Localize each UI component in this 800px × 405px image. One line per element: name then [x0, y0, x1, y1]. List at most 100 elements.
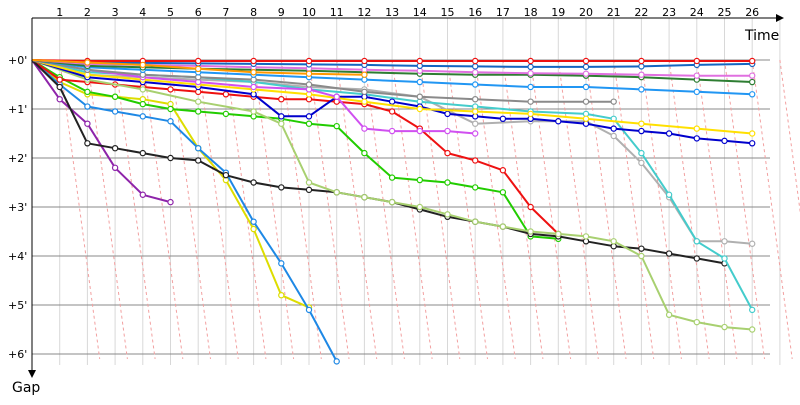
series-point [361, 88, 368, 96]
reference-line [391, 59, 433, 359]
series-point [610, 125, 617, 132]
series-point [167, 198, 174, 206]
reference-line [86, 59, 128, 359]
reference-line [197, 59, 239, 359]
series-point [665, 311, 673, 318]
series-point [582, 98, 590, 105]
series-point [361, 125, 368, 132]
series-point [278, 184, 285, 191]
reference-line [724, 59, 765, 359]
series-point [84, 120, 91, 127]
series-point [444, 110, 451, 118]
series-point [527, 110, 534, 118]
series-point [84, 103, 91, 110]
series-point [416, 105, 423, 113]
series-point [416, 57, 423, 65]
x-tick-label: 19 [551, 6, 565, 19]
series-point [638, 71, 645, 78]
series-point [167, 105, 174, 113]
series-point [721, 137, 728, 145]
reference-line [779, 59, 800, 214]
reference-line [308, 59, 350, 359]
series-point [278, 120, 285, 127]
series-point [139, 149, 146, 157]
series-point [139, 113, 146, 120]
series-point [250, 83, 257, 91]
series-point [472, 81, 479, 88]
series-line [31, 59, 753, 96]
x-tick-label: 14 [413, 6, 427, 19]
series-point [444, 179, 451, 186]
series-point [388, 174, 396, 181]
series-point [499, 223, 507, 230]
series-point [499, 189, 507, 196]
series-point [665, 130, 673, 137]
y-tick-label: +1' [8, 103, 27, 116]
series-point [167, 86, 174, 93]
axes: Time Gap 1 2 3 4 5 6 7 8 9 10 11 12 13 14 15 16 17 18 19 20… [8, 6, 784, 396]
series-line [31, 59, 614, 103]
series-point [555, 230, 562, 238]
x-tick-label: 15 [441, 6, 455, 19]
series-point [305, 81, 313, 88]
x-tick-label: 11 [330, 6, 344, 19]
series-point [472, 63, 479, 70]
series-point [693, 125, 701, 132]
series-point [721, 323, 728, 331]
x-tick-label: 23 [662, 6, 676, 19]
series-point [416, 203, 423, 211]
series-point [527, 57, 534, 65]
series-point [527, 63, 534, 71]
series-point [693, 72, 701, 79]
series-point [582, 63, 590, 71]
series-point [444, 149, 451, 157]
series-point [693, 135, 701, 142]
y-axis-label: Gap [12, 380, 40, 396]
series-point [416, 176, 423, 184]
x-tick-label: 4 [139, 6, 146, 19]
series-point [56, 83, 63, 91]
series-point [361, 193, 368, 201]
series-line-group [31, 59, 340, 365]
series-point [416, 78, 423, 86]
x-tick-label: 22 [634, 6, 648, 19]
series-point [111, 108, 119, 115]
series-point [472, 57, 479, 65]
reference-line [668, 59, 710, 359]
series-line [31, 59, 338, 362]
series-point [472, 184, 479, 191]
x-axis-arrow [776, 14, 784, 22]
series-point [749, 78, 756, 86]
series-point [111, 164, 119, 171]
y-tick-label: +6' [8, 348, 27, 361]
series-point [56, 95, 63, 103]
series-point [361, 57, 368, 65]
series-point [749, 72, 756, 79]
series-point [638, 63, 645, 70]
series-point [610, 238, 617, 245]
y-tick-label: +3' [8, 201, 27, 214]
series-point [194, 57, 202, 65]
series-point [278, 113, 285, 120]
reference-line [640, 59, 682, 359]
series-point [527, 203, 534, 211]
series-point [84, 140, 91, 147]
series-point [111, 93, 119, 100]
series-line-group [31, 57, 756, 65]
series-point [305, 113, 313, 120]
x-tick-label: 25 [718, 6, 732, 19]
series-point [582, 233, 590, 240]
series-point [333, 122, 340, 130]
reference-line [502, 59, 544, 359]
series-point [388, 127, 396, 135]
series-point [56, 76, 63, 83]
x-tick-label: 8 [250, 6, 257, 19]
series-point [84, 88, 91, 96]
series-point [250, 57, 257, 65]
reference-line [530, 59, 572, 359]
series-point [305, 70, 313, 77]
series-line [31, 59, 753, 83]
y-tick-label: +4' [8, 250, 27, 263]
series-point [167, 154, 174, 162]
